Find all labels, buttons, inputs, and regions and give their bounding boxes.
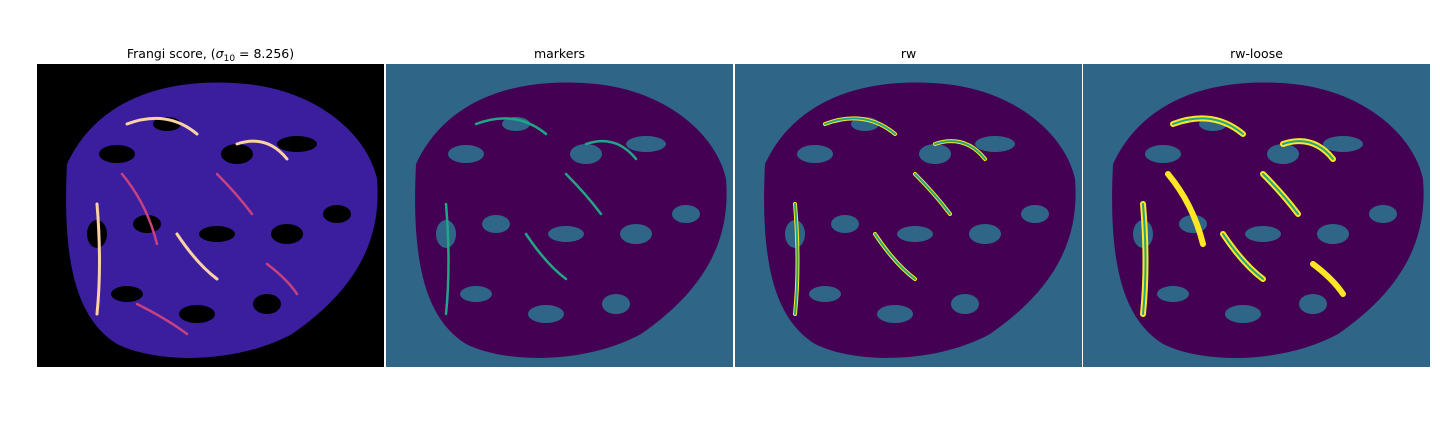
- rw-title: rw: [900, 46, 917, 61]
- frangi-score-image: [37, 64, 384, 367]
- rw-loose-image: [1083, 64, 1430, 367]
- frangi-score-title: Frangi score, (σ10 = 8.256): [126, 46, 295, 64]
- markers-title: markers: [533, 46, 586, 61]
- rw-image: [735, 64, 1082, 367]
- rw-loose-title: rw-loose: [1230, 46, 1283, 61]
- markers-image: [386, 64, 733, 367]
